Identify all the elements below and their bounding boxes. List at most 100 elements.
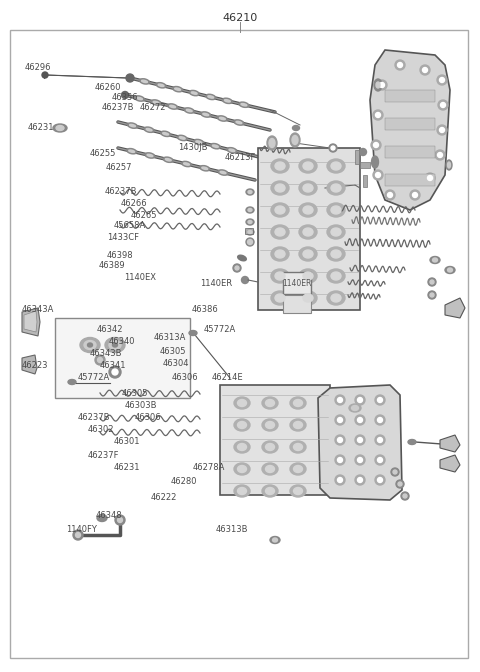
- Ellipse shape: [265, 487, 275, 495]
- Ellipse shape: [262, 463, 278, 475]
- Ellipse shape: [109, 341, 121, 349]
- Text: 46343A: 46343A: [22, 306, 54, 314]
- Circle shape: [377, 417, 383, 423]
- Circle shape: [435, 150, 445, 160]
- Ellipse shape: [303, 184, 313, 192]
- Circle shape: [235, 266, 239, 270]
- Circle shape: [375, 112, 381, 118]
- Circle shape: [109, 366, 121, 378]
- Ellipse shape: [146, 128, 152, 131]
- Circle shape: [422, 67, 428, 73]
- Ellipse shape: [447, 268, 453, 272]
- Circle shape: [377, 80, 387, 90]
- Text: 46306: 46306: [172, 374, 199, 382]
- Ellipse shape: [331, 272, 341, 280]
- Circle shape: [358, 437, 362, 442]
- Circle shape: [355, 455, 365, 465]
- Ellipse shape: [200, 165, 210, 171]
- Ellipse shape: [165, 159, 171, 161]
- Circle shape: [358, 417, 362, 423]
- Ellipse shape: [147, 155, 153, 157]
- Ellipse shape: [292, 126, 300, 130]
- Text: 46231: 46231: [114, 464, 141, 472]
- Circle shape: [387, 192, 393, 198]
- Text: 46237F: 46237F: [88, 452, 120, 460]
- Ellipse shape: [292, 136, 298, 144]
- Ellipse shape: [303, 272, 313, 280]
- Ellipse shape: [327, 291, 345, 305]
- Circle shape: [337, 478, 343, 482]
- Circle shape: [375, 455, 385, 465]
- Circle shape: [355, 415, 365, 425]
- Ellipse shape: [222, 98, 232, 103]
- Ellipse shape: [275, 250, 285, 258]
- Circle shape: [377, 478, 383, 482]
- Ellipse shape: [376, 82, 380, 88]
- Ellipse shape: [303, 206, 313, 214]
- Circle shape: [440, 128, 444, 132]
- Ellipse shape: [238, 421, 247, 429]
- Polygon shape: [22, 308, 40, 336]
- Ellipse shape: [293, 487, 302, 495]
- Circle shape: [430, 280, 434, 284]
- Ellipse shape: [196, 141, 202, 143]
- Circle shape: [412, 192, 418, 198]
- Ellipse shape: [128, 123, 137, 128]
- Ellipse shape: [327, 159, 345, 173]
- Ellipse shape: [327, 181, 345, 195]
- Circle shape: [375, 435, 385, 445]
- Bar: [385, 90, 435, 102]
- Ellipse shape: [271, 247, 289, 261]
- Ellipse shape: [170, 106, 176, 108]
- Text: 45658A: 45658A: [114, 222, 146, 230]
- Bar: [283, 272, 311, 294]
- Circle shape: [428, 278, 436, 286]
- Circle shape: [355, 395, 365, 405]
- Circle shape: [371, 140, 381, 150]
- Ellipse shape: [290, 133, 300, 147]
- Ellipse shape: [303, 250, 313, 258]
- Circle shape: [335, 415, 345, 425]
- Ellipse shape: [203, 114, 209, 116]
- Circle shape: [375, 395, 385, 405]
- Text: 1140ER: 1140ER: [200, 278, 232, 288]
- Text: 1140EX: 1140EX: [124, 274, 156, 282]
- Circle shape: [360, 149, 367, 155]
- Text: 46389: 46389: [99, 261, 126, 269]
- Ellipse shape: [234, 463, 250, 475]
- Ellipse shape: [430, 257, 440, 263]
- Polygon shape: [370, 50, 450, 210]
- Ellipse shape: [127, 149, 137, 154]
- Ellipse shape: [53, 124, 67, 132]
- Text: 46305: 46305: [160, 347, 187, 357]
- Ellipse shape: [327, 269, 345, 283]
- Text: 46296: 46296: [25, 63, 51, 73]
- Ellipse shape: [331, 162, 341, 170]
- Circle shape: [233, 264, 241, 272]
- Polygon shape: [22, 355, 37, 374]
- Circle shape: [398, 482, 402, 486]
- Ellipse shape: [269, 138, 275, 147]
- Ellipse shape: [275, 184, 285, 192]
- Ellipse shape: [156, 83, 166, 88]
- Ellipse shape: [239, 102, 249, 108]
- Ellipse shape: [183, 163, 190, 165]
- Text: 46303B: 46303B: [125, 401, 157, 411]
- Ellipse shape: [208, 95, 214, 98]
- Ellipse shape: [168, 103, 178, 109]
- Text: 46255: 46255: [90, 149, 116, 159]
- Polygon shape: [440, 455, 460, 472]
- Ellipse shape: [134, 96, 144, 101]
- Ellipse shape: [153, 101, 159, 103]
- Circle shape: [397, 62, 403, 67]
- Ellipse shape: [234, 441, 250, 453]
- Ellipse shape: [262, 485, 278, 497]
- Text: 46257: 46257: [106, 163, 132, 171]
- Ellipse shape: [331, 294, 341, 302]
- Circle shape: [73, 530, 83, 540]
- Ellipse shape: [446, 160, 452, 170]
- Ellipse shape: [80, 337, 100, 353]
- Circle shape: [380, 83, 384, 87]
- Text: 46237B: 46237B: [102, 103, 134, 112]
- Ellipse shape: [140, 79, 149, 84]
